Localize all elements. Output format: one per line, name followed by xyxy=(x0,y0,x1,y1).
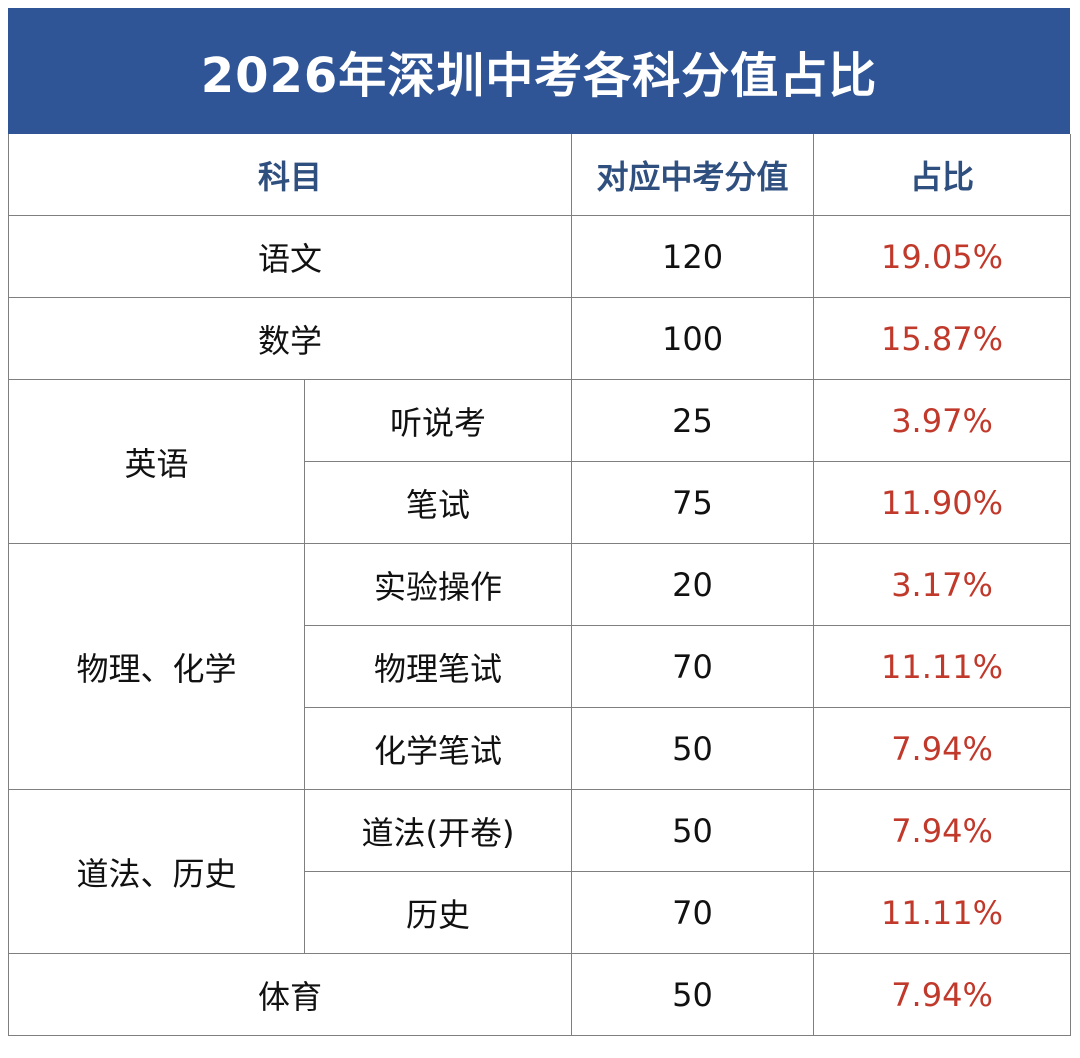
table-title: 2026年深圳中考各科分值占比 xyxy=(8,8,1070,134)
group-cell-english: 英语 xyxy=(8,379,305,544)
score-cell: 100 xyxy=(571,297,815,380)
ratio-cell: 11.11% xyxy=(813,871,1072,954)
group-cell-physchem: 物理、化学 xyxy=(8,543,305,790)
ratio-cell: 7.94% xyxy=(813,953,1072,1036)
subject-cell: 语文 xyxy=(7,215,573,298)
score-cell: 120 xyxy=(571,215,815,298)
table-row: 英语 听说考 25 3.97% xyxy=(8,379,1072,544)
ratio-cell: 11.90% xyxy=(813,461,1072,544)
header-ratio: 占比 xyxy=(813,134,1072,216)
score-cell: 50 xyxy=(571,789,815,872)
sub-subject-cell: 道法(开卷) xyxy=(303,789,573,872)
score-cell: 20 xyxy=(571,543,815,626)
group-cell-morality-history: 道法、历史 xyxy=(8,789,305,954)
table-row: 数学 100 15.87% xyxy=(7,297,1072,380)
sub-subject-cell: 听说考 xyxy=(303,379,573,462)
score-table-frame: 2026年深圳中考各科分值占比 科目 对应中考分值 占比 语文 120 19.0… xyxy=(7,8,1072,1051)
table-row: 语文 120 19.05% xyxy=(7,215,1072,298)
ratio-cell: 7.94% xyxy=(813,707,1072,790)
sub-subject-cell: 化学笔试 xyxy=(303,707,573,790)
ratio-cell: 11.11% xyxy=(813,625,1072,708)
table-row: 道法、历史 道法(开卷) 50 7.94% xyxy=(8,789,1072,954)
score-cell: 50 xyxy=(571,953,815,1036)
table-row: 物理、化学 实验操作 20 3.17% xyxy=(8,543,1072,790)
subject-cell: 体育 xyxy=(7,953,573,1036)
table-row: 体育 50 7.94% xyxy=(7,953,1072,1036)
sub-subject-cell: 物理笔试 xyxy=(303,625,573,708)
ratio-cell: 3.17% xyxy=(813,543,1072,626)
subject-cell: 数学 xyxy=(7,297,573,380)
ratio-cell: 19.05% xyxy=(813,215,1072,298)
score-cell: 25 xyxy=(571,379,815,462)
sub-subject-cell: 历史 xyxy=(303,871,573,954)
score-cell: 75 xyxy=(571,461,815,544)
header-score: 对应中考分值 xyxy=(571,134,815,216)
score-cell: 70 xyxy=(571,625,815,708)
table-header-row: 科目 对应中考分值 占比 xyxy=(7,134,1072,216)
score-table: 科目 对应中考分值 占比 语文 120 19.05% 数学 100 15.87%… xyxy=(7,134,1072,1036)
table-row: 笔试 75 11.90% xyxy=(9,461,1072,544)
table-row: 化学笔试 50 7.94% xyxy=(9,707,1072,790)
table-row: 历史 70 11.11% xyxy=(9,871,1072,954)
sub-subject-cell: 笔试 xyxy=(303,461,573,544)
score-cell: 70 xyxy=(571,871,815,954)
ratio-cell: 15.87% xyxy=(813,297,1072,380)
sub-subject-cell: 实验操作 xyxy=(303,543,573,626)
ratio-cell: 7.94% xyxy=(813,789,1072,872)
ratio-cell: 3.97% xyxy=(813,379,1072,462)
header-subject: 科目 xyxy=(7,134,573,216)
score-cell: 50 xyxy=(571,707,815,790)
